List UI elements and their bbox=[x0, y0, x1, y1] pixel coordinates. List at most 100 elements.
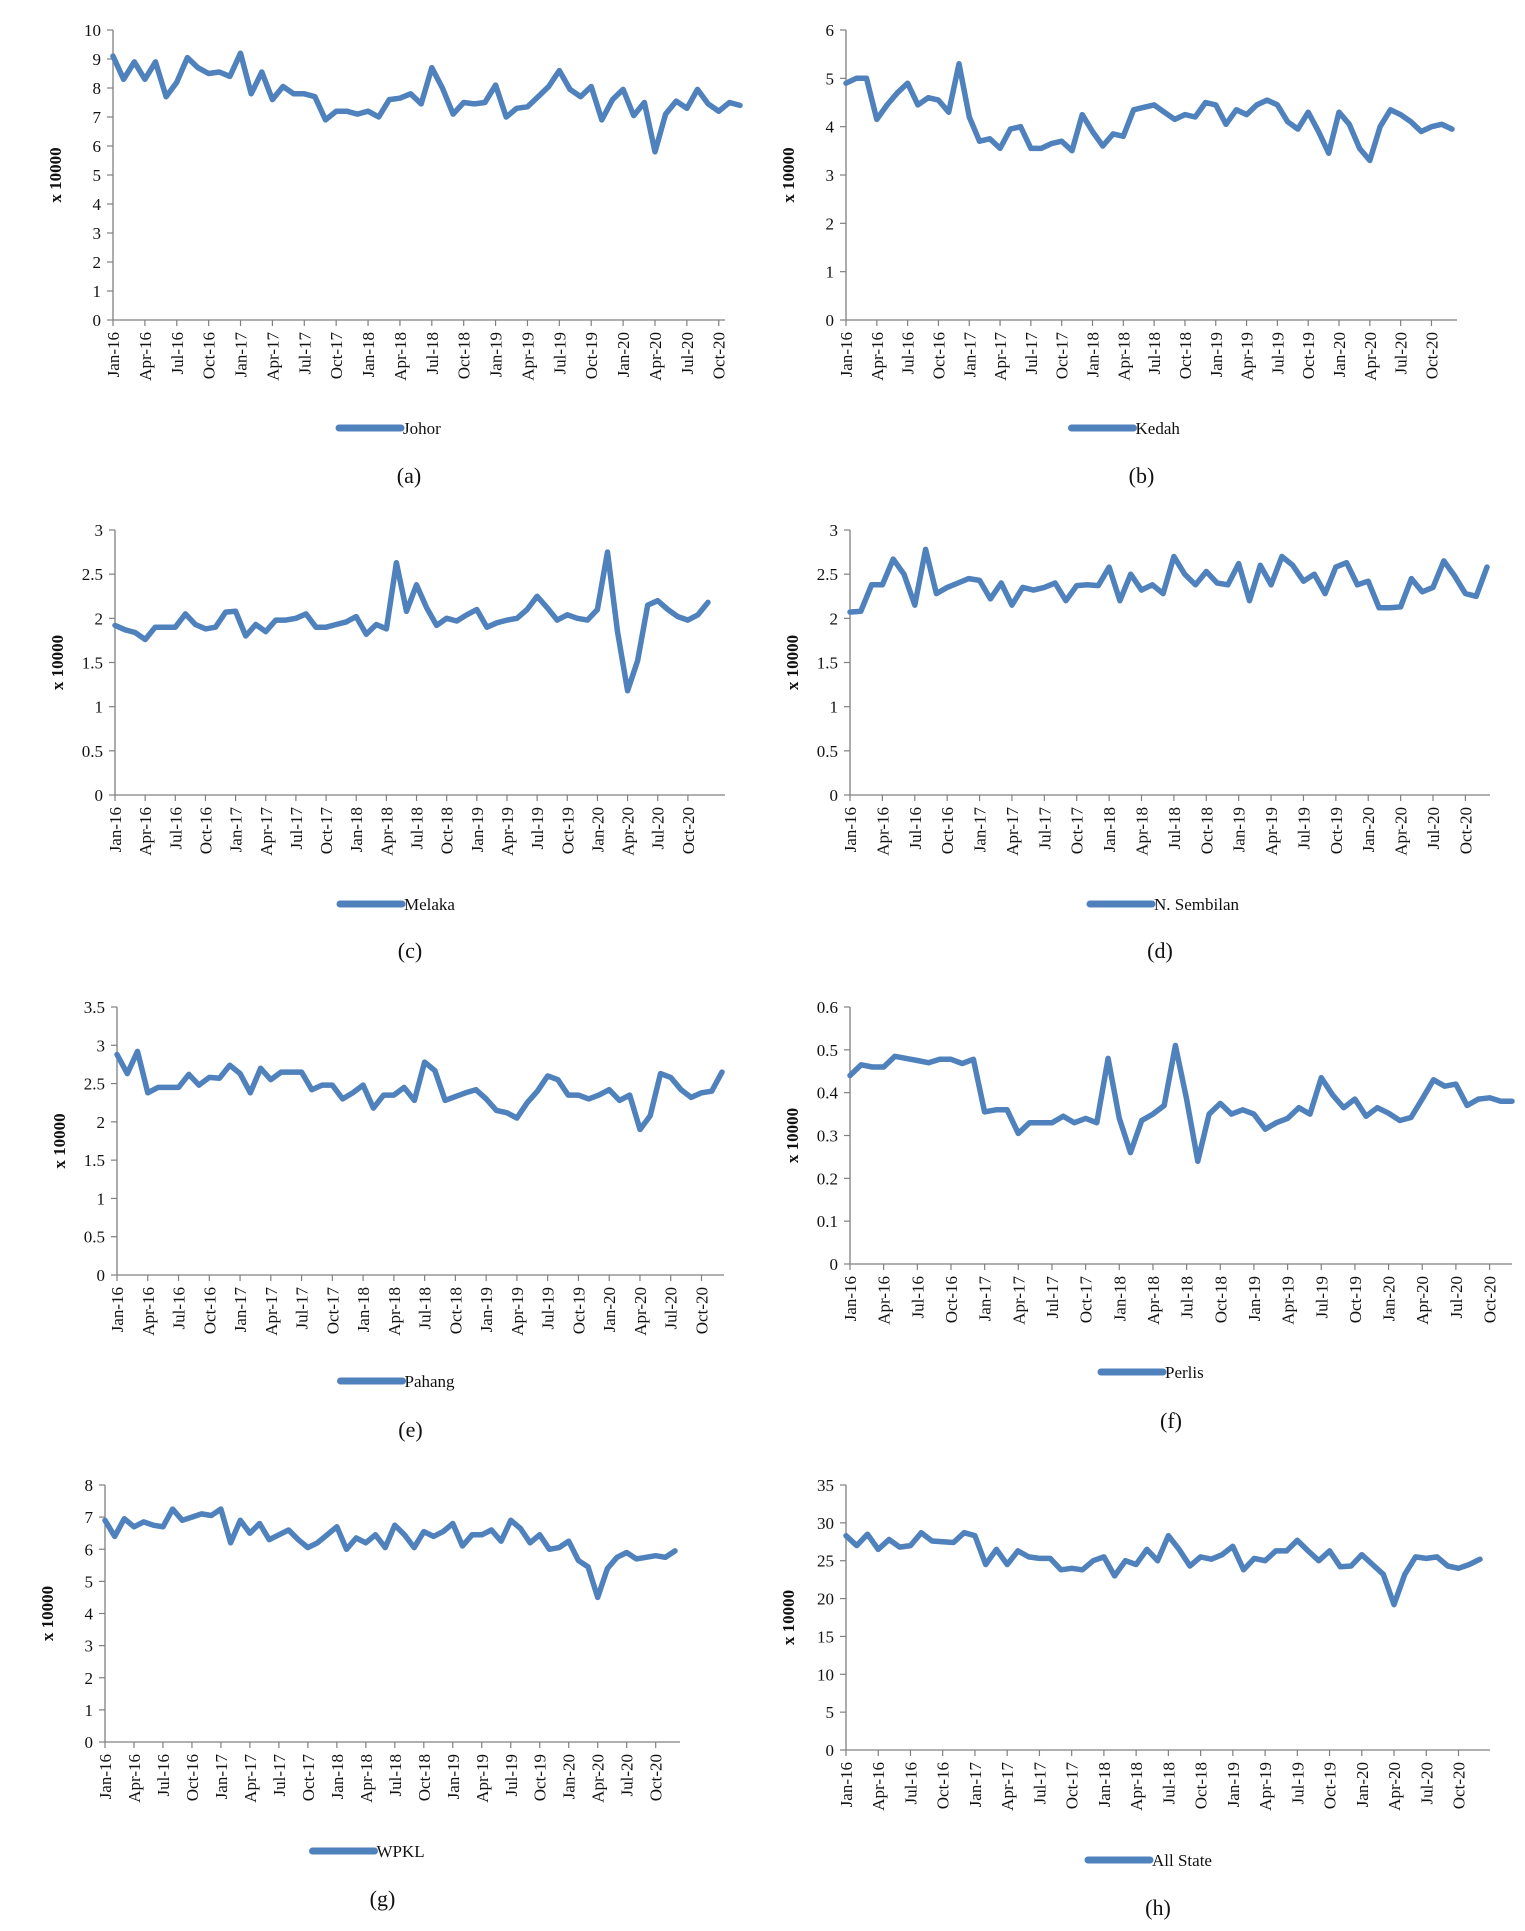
x-tick-label: Jan-17 bbox=[231, 1287, 250, 1333]
x-tick-label: Jul-19 bbox=[539, 1287, 558, 1330]
x-tick-label: Oct-16 bbox=[200, 332, 219, 379]
x-tick-label: Jul-16 bbox=[899, 332, 918, 375]
y-tick-label: 30 bbox=[817, 1514, 834, 1533]
x-tick-label: Apr-16 bbox=[136, 807, 155, 856]
x-tick-label: Jan-20 bbox=[600, 1287, 619, 1332]
x-tick-label: Jul-20 bbox=[618, 1754, 637, 1797]
x-tick-label: Apr-20 bbox=[1361, 332, 1380, 381]
x-tick-label: Jan-16 bbox=[841, 1276, 860, 1321]
x-tick-label: Oct-17 bbox=[1068, 807, 1087, 855]
y-tick-label: 20 bbox=[817, 1590, 834, 1609]
x-tick-label: Oct-17 bbox=[1053, 332, 1072, 380]
legend-label: Melaka bbox=[404, 895, 455, 914]
y-tick-label: 4 bbox=[93, 195, 102, 214]
panel-caption: (d) bbox=[1147, 938, 1173, 963]
x-tick-label: Oct-20 bbox=[679, 807, 698, 854]
y-tick-label: 2.5 bbox=[82, 565, 103, 584]
x-tick-label: Apr-20 bbox=[1413, 1276, 1432, 1325]
panel-caption: (c) bbox=[398, 938, 422, 963]
x-tick-label: Jul-16 bbox=[901, 1762, 920, 1805]
x-tick-label: Jul-16 bbox=[906, 807, 925, 850]
y-tick-label: 1 bbox=[830, 698, 839, 717]
series-line-all-state bbox=[843, 1529, 1483, 1608]
x-tick-label: Oct-20 bbox=[1481, 1276, 1500, 1323]
x-tick-label: Jul-19 bbox=[528, 807, 547, 850]
series-line-n-sembilan bbox=[847, 546, 1490, 615]
y-tick-label: 7 bbox=[85, 1508, 94, 1527]
x-tick-label: Jul-18 bbox=[1165, 807, 1184, 850]
x-tick-label: Jul-17 bbox=[270, 1754, 289, 1797]
x-tick-label: Jan-17 bbox=[232, 332, 251, 378]
x-tick-label: Jul-19 bbox=[1268, 332, 1287, 375]
x-tick-label: Jan-18 bbox=[1100, 807, 1119, 852]
x-tick-label: Jul-18 bbox=[386, 1754, 405, 1797]
x-tick-label: Oct-19 bbox=[1299, 332, 1318, 379]
x-tick-label: Jan-19 bbox=[477, 1287, 496, 1332]
x-tick-label: Jul-19 bbox=[1288, 1762, 1307, 1805]
x-tick-label: Jul-16 bbox=[908, 1276, 927, 1319]
x-tick-label: Oct-18 bbox=[1211, 1276, 1230, 1323]
x-tick-label: Jul-16 bbox=[166, 807, 185, 850]
x-tick-label: Oct-18 bbox=[1197, 807, 1216, 854]
chart-panel-d: 0 0.5 1 1.5 2 2.5 3 Jan-16 Apr-16 Jul-16 Oct-16 Jan… bbox=[783, 521, 1490, 963]
x-tick-label: Jul-20 bbox=[678, 332, 697, 375]
y-tick-label: 8 bbox=[85, 1476, 94, 1495]
x-tick-label: Jan-16 bbox=[96, 1754, 115, 1799]
legend-label: Pahang bbox=[405, 1372, 456, 1391]
x-tick-label: Jan-18 bbox=[347, 807, 366, 852]
x-tick-label: Apr-17 bbox=[257, 807, 276, 856]
y-tick-label: 3 bbox=[95, 521, 104, 540]
chart-panel-g: 0 1 2 3 4 5 6 7 8 Jan-16 Apr-16 Jul-16 Oct-16 Jan-17 A… bbox=[38, 1476, 680, 1911]
y-tick-label: 0.1 bbox=[817, 1212, 838, 1231]
y-tick-label: 1.5 bbox=[84, 1151, 105, 1170]
y-tick-label: 0.3 bbox=[817, 1127, 838, 1146]
x-tick-label: Jan-20 bbox=[1380, 1276, 1399, 1321]
series-line-kedah bbox=[843, 61, 1455, 164]
x-tick-label: Jul-20 bbox=[1392, 332, 1411, 375]
panel-caption: (b) bbox=[1129, 463, 1155, 488]
x-tick-label: Apr-16 bbox=[139, 1287, 158, 1336]
x-tick-label: Oct-16 bbox=[942, 1276, 961, 1323]
y-tick-label: 0 bbox=[830, 786, 839, 805]
y-tick-label: 3 bbox=[85, 1637, 94, 1656]
x-tick-label: Jul-17 bbox=[293, 1287, 312, 1330]
x-tick-label: Apr-17 bbox=[241, 1754, 260, 1803]
y-tick-label: 0 bbox=[826, 1741, 835, 1760]
x-tick-label: Apr-17 bbox=[262, 1287, 281, 1336]
legend-label: Johor bbox=[403, 419, 441, 438]
x-tick-label: Jul-16 bbox=[154, 1754, 173, 1797]
y-tick-label: 6 bbox=[85, 1540, 94, 1559]
y-tick-label: 3 bbox=[93, 224, 102, 243]
y-axis-label: x 10000 bbox=[783, 1108, 802, 1163]
x-tick-label: Jul-18 bbox=[423, 332, 442, 375]
x-tick-label: Oct-20 bbox=[1422, 332, 1441, 379]
chart-panel-b: 0 1 2 3 4 5 6 Jan-16 Apr-16 Jul-16 Oct-16 Jan-17 Apr… bbox=[779, 21, 1457, 488]
x-tick-label: Apr-19 bbox=[508, 1287, 527, 1336]
y-tick-label: 1 bbox=[85, 1701, 94, 1720]
y-tick-label: 3 bbox=[97, 1036, 106, 1055]
chart-panel-e: 0 0.5 1 1.5 2 2.5 3 3.5 Jan-16 Apr-16 Jul-16 Oct-16… bbox=[50, 998, 725, 1442]
x-tick-label: Oct-17 bbox=[327, 332, 346, 380]
y-tick-label: 2 bbox=[830, 609, 839, 628]
x-tick-label: Apr-20 bbox=[1392, 807, 1411, 856]
x-tick-label: Jan-19 bbox=[468, 807, 487, 852]
x-tick-label: Jan-19 bbox=[444, 1754, 463, 1799]
y-tick-label: 15 bbox=[817, 1627, 834, 1646]
x-tick-label: Jan-16 bbox=[837, 1762, 856, 1807]
x-tick-label: Jan-16 bbox=[108, 1287, 127, 1332]
x-tick-label: Apr-16 bbox=[873, 807, 892, 856]
x-tick-label: Jul-20 bbox=[1417, 1762, 1436, 1805]
x-tick-label: Apr-20 bbox=[646, 332, 665, 381]
x-tick-label: Jul-19 bbox=[1294, 807, 1313, 850]
x-tick-label: Jan-16 bbox=[837, 332, 856, 377]
y-axis-label: x 10000 bbox=[783, 635, 802, 690]
x-tick-label: Oct-19 bbox=[1327, 807, 1346, 854]
legend-label: Perlis bbox=[1165, 1363, 1204, 1382]
x-tick-label: Apr-16 bbox=[868, 332, 887, 381]
x-tick-label: Apr-17 bbox=[1003, 807, 1022, 856]
x-tick-label: Jan-17 bbox=[227, 807, 246, 853]
x-tick-label: Oct-20 bbox=[1456, 807, 1475, 854]
x-tick-label: Jan-20 bbox=[1353, 1762, 1372, 1807]
y-tick-label: 0 bbox=[85, 1733, 94, 1752]
